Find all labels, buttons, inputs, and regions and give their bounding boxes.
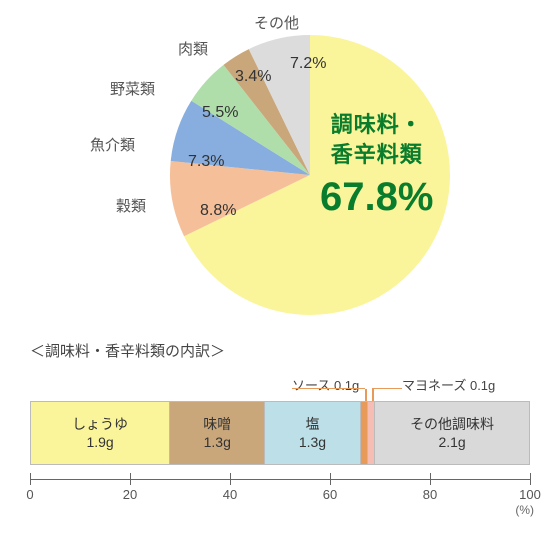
bar-axis: (%) 020406080100 xyxy=(30,469,530,513)
breakdown-section: ＜調味料・香辛料類の内訳＞ ソース 0.1g マヨネーズ 0.1g しょうゆ1.9… xyxy=(30,340,530,513)
bar-callout-label: マヨネーズ 0.1g xyxy=(402,375,495,394)
bar-segment-value: 1.9g xyxy=(86,433,113,451)
pie-slice-label: その他 xyxy=(254,12,299,33)
bar-segment-name: 塩 xyxy=(305,415,319,433)
pie-main-pct: 67.8% xyxy=(320,175,433,220)
axis-tick xyxy=(430,473,431,485)
bar-callout-label: ソース 0.1g xyxy=(292,375,359,394)
bar-callout-line xyxy=(372,389,374,401)
pie-slice-pct: 7.3% xyxy=(188,153,224,171)
bar-segment-value: 1.3g xyxy=(204,433,231,451)
bar-segment xyxy=(368,402,375,464)
pie-main-name-1: 調味料・ xyxy=(320,110,433,140)
axis-tick xyxy=(30,473,31,485)
pie-slice-label: 穀類 xyxy=(116,195,146,216)
axis-tick xyxy=(530,473,531,485)
axis-tick-label: 40 xyxy=(223,487,237,502)
bar-segment xyxy=(361,402,368,464)
pie-svg xyxy=(0,0,560,320)
stacked-bar: しょうゆ1.9g味噌1.3g塩1.3gその他調味料2.1g xyxy=(30,401,530,465)
pie-main-name-2: 香辛料類 xyxy=(320,140,433,170)
pie-slice-label: 肉類 xyxy=(178,38,208,59)
pie-slice-pct: 8.8% xyxy=(200,202,236,220)
axis-tick-label: 80 xyxy=(423,487,437,502)
bar-callout-dash xyxy=(292,388,365,389)
bar-segment-name: しょうゆ xyxy=(72,415,128,433)
pie-slice-pct: 7.2% xyxy=(290,55,326,73)
bar-segment: 塩1.3g xyxy=(265,402,360,464)
axis-tick-label: 100 xyxy=(519,487,541,502)
bar-segment-value: 1.3g xyxy=(299,433,326,451)
bar-callouts: ソース 0.1g マヨネーズ 0.1g xyxy=(30,375,530,401)
bar-segment-value: 2.1g xyxy=(438,433,465,451)
bar-segment: その他調味料2.1g xyxy=(375,402,529,464)
pie-slice-pct: 5.5% xyxy=(202,104,238,122)
axis-tick-label: 60 xyxy=(323,487,337,502)
bar-callout-dash xyxy=(372,388,402,389)
axis-unit: (%) xyxy=(515,503,534,517)
axis-tick-label: 0 xyxy=(26,487,33,502)
bar-segment-name: その他調味料 xyxy=(410,415,494,433)
axis-line xyxy=(30,479,530,480)
breakdown-title: ＜調味料・香辛料類の内訳＞ xyxy=(30,340,530,361)
pie-slice-label: 野菜類 xyxy=(110,78,155,99)
bar-segment: しょうゆ1.9g xyxy=(31,402,170,464)
bar-segment-name: 味噌 xyxy=(203,415,231,433)
axis-tick xyxy=(130,473,131,485)
pie-chart: 穀類 8.8% 魚介類 7.3% 野菜類 5.5% 肉類 3.4% その他 7.2% 調味料・ 香… xyxy=(0,0,560,320)
pie-slice-pct: 3.4% xyxy=(235,68,271,86)
bar-callout-line xyxy=(365,389,367,401)
bar-segment: 味噌1.3g xyxy=(170,402,265,464)
axis-tick-label: 20 xyxy=(123,487,137,502)
axis-tick xyxy=(330,473,331,485)
axis-tick xyxy=(230,473,231,485)
pie-main-label: 調味料・ 香辛料類 67.8% xyxy=(320,110,433,220)
pie-slice-label: 魚介類 xyxy=(90,134,135,155)
